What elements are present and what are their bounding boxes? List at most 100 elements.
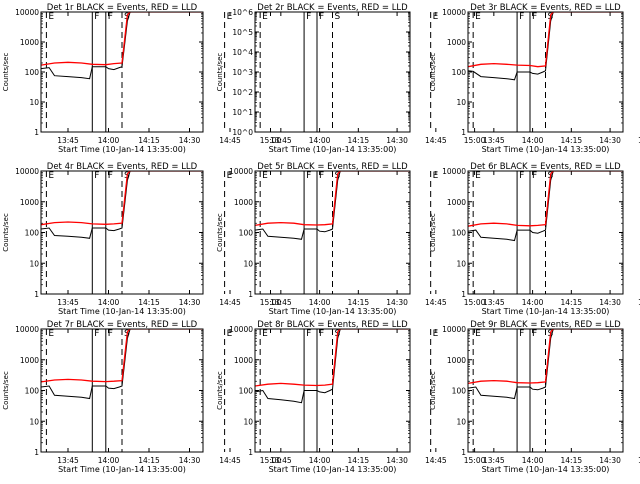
x-tick-label: 14:00 (98, 456, 120, 465)
x-tick-label: 14:00 (522, 136, 544, 145)
lld-series-line (255, 171, 410, 227)
x-tick-label: 15:00 (260, 136, 282, 145)
event-marker-label: F (319, 12, 324, 22)
x-tick-label: 14:30 (386, 298, 408, 307)
y-axis-label: Counts/sec (216, 371, 224, 410)
event-marker-label: E (48, 12, 54, 22)
chart-panel-8: Det 8r BLACK = Events, RED = LLD Counts/s… (216, 320, 486, 474)
x-tick-label: 14:45 (219, 298, 241, 307)
chart-panel-4: Det 4r BLACK = Events, RED = LLD Counts/s… (2, 162, 282, 316)
x-tick-label: 14:00 (309, 136, 331, 145)
lld-series-line (41, 171, 203, 226)
x-tick-label: 14:45 (638, 298, 640, 307)
plot-frame (40, 11, 204, 133)
x-tick-label: 15:00 (464, 456, 486, 465)
x-axis-label: Start Time (10-Jan-14 13:35:00) (482, 145, 610, 154)
y-tick-label: 1 (461, 128, 466, 137)
y-tick-label: 1000 (234, 198, 253, 207)
x-tick-label: 14:45 (219, 456, 241, 465)
series-group (255, 171, 410, 240)
y-tick-label: 10000 (15, 8, 39, 17)
event-marker-label: E (48, 171, 54, 181)
series-group (41, 12, 203, 80)
y-tick-label: 1000 (447, 356, 466, 365)
event-marker-label: F (94, 329, 99, 339)
plot-frame (467, 328, 624, 453)
y-tick-label: 1000 (20, 198, 39, 207)
series-group (41, 171, 203, 239)
y-tick-label: 1000 (20, 38, 39, 47)
x-axis-label: Start Time (10-Jan-14 13:35:00) (58, 145, 186, 154)
y-tick-label: 1 (34, 290, 39, 299)
events-series-line (41, 329, 203, 400)
y-tick-label: 100 (25, 68, 40, 77)
y-tick-label: 100 (239, 229, 254, 238)
plot-frame (467, 11, 624, 133)
y-tick-label: 10 (243, 259, 253, 268)
x-tick-label: 14:45 (638, 456, 640, 465)
x-axis-label: Start Time (10-Jan-14 13:35:00) (269, 307, 397, 316)
x-tick-label: 14:45 (425, 136, 447, 145)
event-marker-label: F (319, 329, 324, 339)
x-tick-label: 13:45 (483, 298, 505, 307)
series-group (41, 329, 203, 400)
y-tick-label: 1 (248, 448, 253, 457)
event-marker-label: E (475, 12, 481, 22)
event-marker-label: E (262, 171, 268, 181)
x-tick-label: 14:15 (138, 298, 160, 307)
chart-title: Det 5r BLACK = Events, RED = LLD (257, 162, 408, 172)
chart-title: Det 1r BLACK = Events, RED = LLD (47, 3, 198, 13)
event-marker-label: E (433, 171, 439, 181)
y-tick-label: 10^4 (232, 48, 253, 57)
y-tick-label: 10 (29, 417, 39, 426)
x-tick-label: 14:45 (425, 456, 447, 465)
x-tick-label: 13:45 (57, 298, 79, 307)
plot-frame (467, 170, 624, 295)
y-tick-label: 10 (29, 98, 39, 107)
chart-title: Det 2r BLACK = Events, RED = LLD (257, 3, 408, 13)
y-tick-label: 10 (29, 259, 39, 268)
x-tick-label: 14:30 (179, 136, 201, 145)
x-tick-label: 15:00 (260, 456, 282, 465)
x-tick-label: 15:00 (260, 298, 282, 307)
x-tick-label: 14:15 (348, 456, 370, 465)
lld-series-line (468, 171, 623, 227)
event-marker-label: E (227, 171, 233, 181)
event-marker-label: F (108, 329, 113, 339)
y-tick-label: 10^3 (232, 68, 253, 77)
y-tick-label: 10^2 (232, 88, 253, 97)
event-marker-label: F (519, 12, 524, 22)
chart-panel-5: Det 5r BLACK = Events, RED = LLD Counts/s… (216, 162, 486, 316)
x-tick-label: 14:00 (522, 456, 544, 465)
series-group (468, 12, 623, 81)
chart-title: Det 3r BLACK = Events, RED = LLD (470, 3, 621, 13)
lld-series-line (468, 12, 623, 68)
x-tick-label: 14:15 (561, 456, 583, 465)
x-tick-label: 14:30 (386, 136, 408, 145)
y-tick-label: 1 (461, 448, 466, 457)
y-tick-label: 10000 (442, 325, 466, 334)
y-tick-label: 1000 (447, 38, 466, 47)
y-tick-label: 10^1 (232, 108, 253, 117)
event-marker-label: S (335, 12, 341, 22)
y-axis-label: Counts/sec (429, 53, 437, 92)
chart-panel-3: Det 3r BLACK = Events, RED = LLD Counts/s… (429, 3, 640, 154)
y-tick-label: 1 (34, 448, 39, 457)
x-tick-label: 13:45 (270, 298, 292, 307)
x-tick-label: 14:00 (98, 136, 120, 145)
series-group (468, 329, 623, 400)
y-tick-label: 1000 (447, 198, 466, 207)
event-marker-label: F (519, 329, 524, 339)
x-tick-label: 14:30 (599, 136, 621, 145)
x-tick-label: 14:30 (179, 456, 201, 465)
event-marker-label: E (227, 12, 233, 22)
plot-frame (254, 11, 411, 133)
y-tick-label: 100 (452, 229, 467, 238)
y-axis-label: Counts/sec (2, 371, 10, 410)
y-axis-label: Counts/sec (216, 213, 224, 252)
event-marker-label: E (475, 329, 481, 339)
event-marker-label: E (433, 12, 439, 22)
event-marker-label: F (532, 12, 537, 22)
